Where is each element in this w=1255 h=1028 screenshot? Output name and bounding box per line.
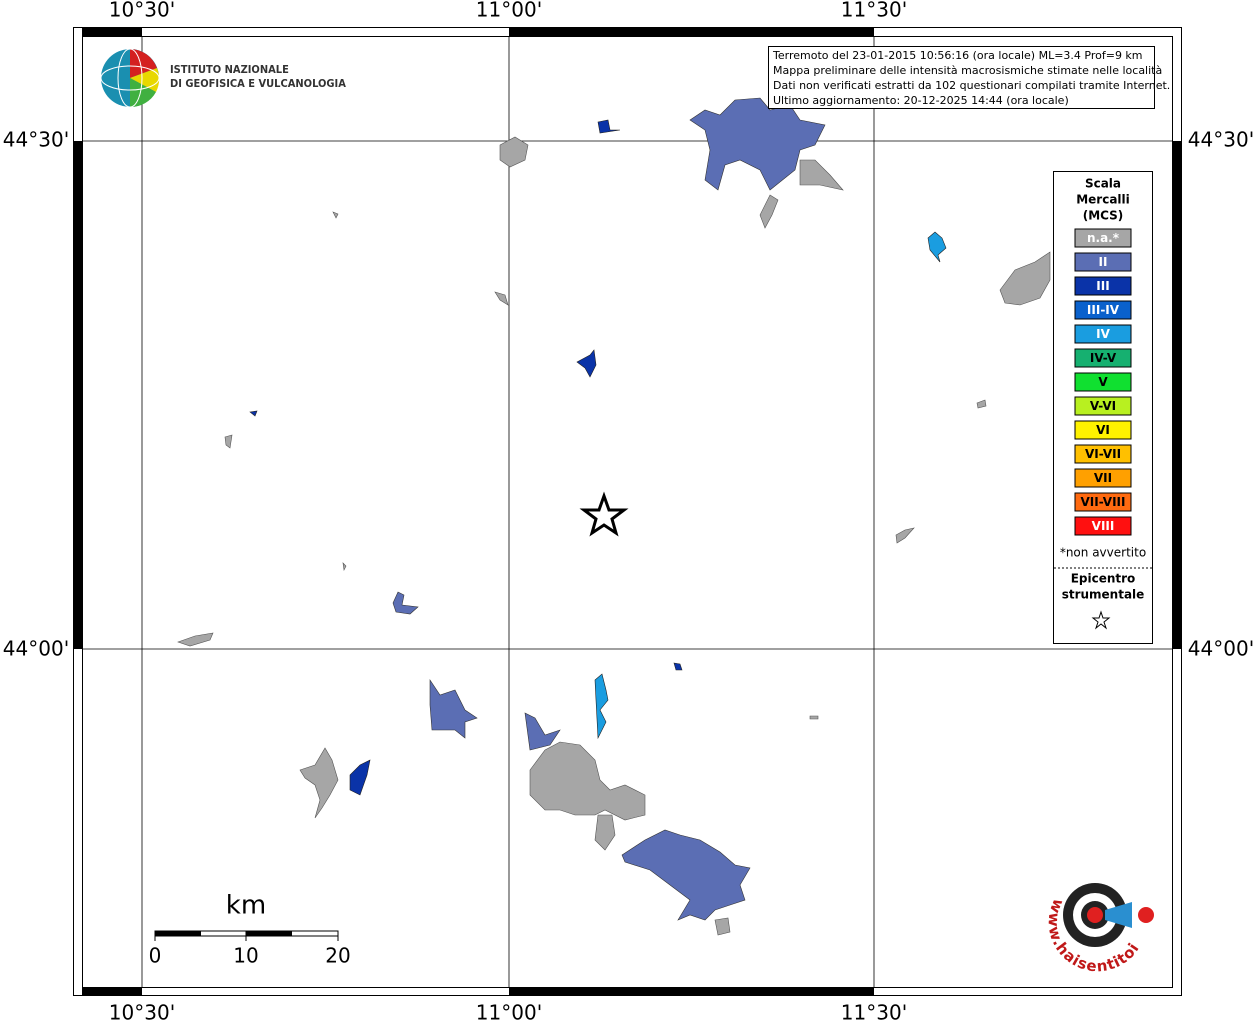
info-box: [768, 46, 1155, 109]
lon-label: 11°30': [841, 1001, 907, 1025]
inner-frame: [82, 36, 1173, 988]
scale-unit: km: [226, 891, 266, 921]
scale-tick: 10: [233, 944, 258, 968]
legend-label: VII-VIII: [1080, 495, 1125, 509]
institute-name: ISTITUTO NAZIONALE: [170, 63, 289, 76]
lon-label: 10°30': [109, 1001, 175, 1025]
legend-label: IV: [1096, 327, 1110, 341]
lat-label: 44°00': [3, 637, 69, 661]
legend-label: IV-V: [1090, 351, 1117, 365]
outer-frame: [73, 27, 1182, 996]
legend-label: VI: [1096, 423, 1110, 437]
legend-label: V-VI: [1090, 399, 1116, 413]
info-lines: Terremoto del 23-01-2015 10:56:16 (ora l…: [772, 49, 1170, 107]
legend-epicenter: Epicentro: [1071, 572, 1136, 586]
frame-bars: [73, 27, 1182, 996]
legend-epicenter: strumentale: [1062, 588, 1145, 602]
legend-swatch: [1074, 300, 1132, 320]
graticule: [82, 36, 1173, 988]
legend-swatch: [1074, 444, 1132, 464]
lon-label: 11°30': [841, 0, 907, 22]
lon-label: 11°00': [476, 1001, 542, 1025]
site-url-path: www.haisentitoilterremoto.it: [0, 0, 1142, 975]
legend-swatch: [1074, 396, 1132, 416]
ingv-logo: [100, 48, 160, 108]
info-line: Ultimo aggiornamento: 20-12-2025 14:44 (…: [773, 94, 1069, 107]
legend-title: Scala: [1085, 177, 1121, 191]
legend-swatch: [1074, 228, 1132, 248]
legend-label: II: [1099, 255, 1108, 269]
lon-label: 11°00': [476, 0, 542, 22]
scale-tick: 20: [325, 944, 350, 968]
legend-swatch: [1074, 252, 1132, 272]
scale-tick: 0: [149, 944, 162, 968]
institute-name: DI GEOFISICA E VULCANOLOGIA: [170, 77, 346, 90]
legend-title: (MCS): [1083, 209, 1124, 223]
info-line: Terremoto del 23-01-2015 10:56:16 (ora l…: [772, 49, 1143, 62]
legend-swatch: [1074, 468, 1132, 488]
legend-note: *non avvertito: [1060, 546, 1146, 560]
legend-label: VII: [1094, 471, 1112, 485]
site-url: www.haisentitoilterremoto.it: [0, 0, 1142, 975]
localities: [177, 97, 1051, 936]
legend-label: V: [1098, 375, 1108, 389]
legend-label: VIII: [1092, 519, 1115, 533]
legend-label: III: [1096, 279, 1109, 293]
legend-title: Mercalli: [1076, 193, 1130, 207]
legend-swatch: [1074, 372, 1132, 392]
legend-label: n.a.*: [1087, 231, 1120, 245]
legend: ScalaMercalli(MCS)n.a.*IIIIIIII-IVIVIV-V…: [1054, 177, 1152, 630]
lat-label: 44°00': [1188, 637, 1254, 661]
legend-star: [1091, 610, 1111, 630]
legend-swatch: [1074, 276, 1132, 296]
lat-label: 44°30': [1188, 128, 1254, 152]
legend-swatch: [1074, 516, 1132, 536]
info-line: Dati non verificati estratti da 102 ques…: [773, 79, 1170, 92]
legend-swatch: [1074, 492, 1132, 512]
legend-label: VI-VII: [1085, 447, 1121, 461]
legend-swatch: [1074, 420, 1132, 440]
scale-bar: [154, 930, 339, 941]
epicenter-star: [579, 491, 629, 537]
site-logo: [1063, 883, 1154, 947]
lat-label: 44°30': [3, 128, 69, 152]
legend-label: III-IV: [1087, 303, 1120, 317]
info-line: Mappa preliminare delle intensità macros…: [773, 64, 1162, 77]
lon-label: 10°30': [109, 0, 175, 22]
legend-swatch: [1074, 324, 1132, 344]
legend-swatch: [1074, 348, 1132, 368]
